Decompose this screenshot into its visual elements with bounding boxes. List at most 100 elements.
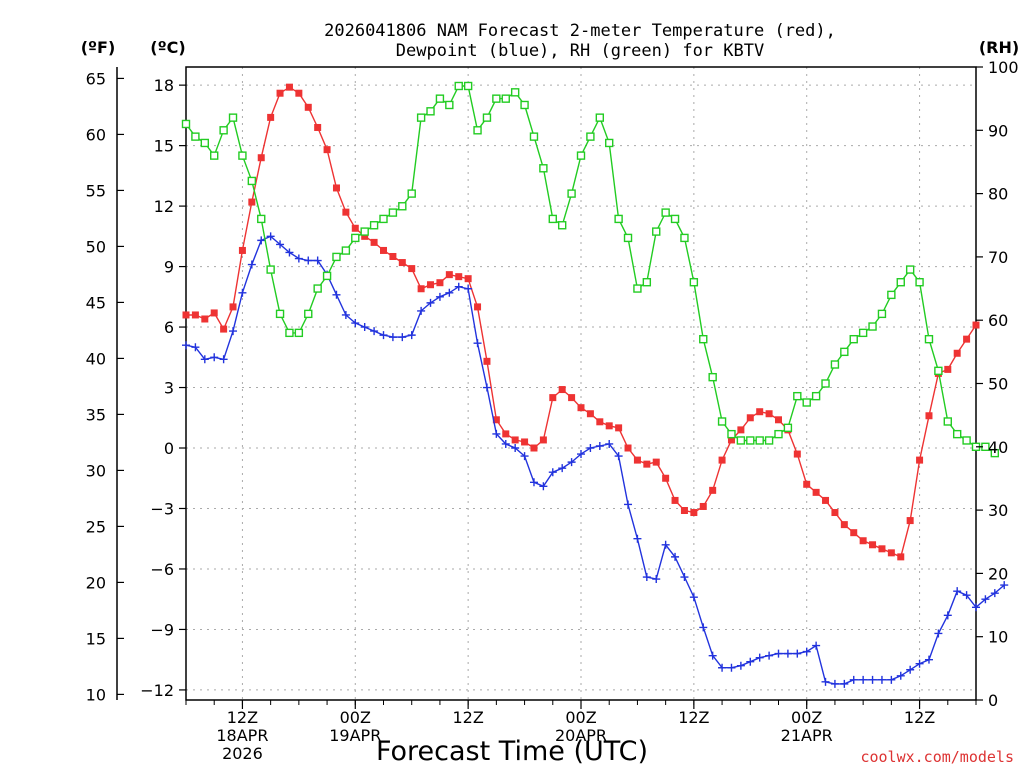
temperature-point [361,232,369,240]
dewpoint-point [379,331,388,340]
dewpoint-point [266,232,275,241]
rh-point [473,126,482,135]
temperature-point [596,418,604,426]
temperature-point [605,422,613,430]
dewpoint-point [633,534,642,543]
celsius-tick-label: −6 [150,560,174,579]
rh-point [821,379,830,388]
rh-point [200,138,210,148]
x-tick-label: 20APR [555,726,607,745]
temperature-point [351,224,359,232]
rh-tick-label: 70 [988,248,1008,267]
dewpoint-point [699,623,708,632]
x-tick-label: 12Z [227,708,258,727]
rh-point [764,436,774,445]
temperature-point [746,414,754,422]
dewpoint-point [642,573,651,582]
temperature-point [831,509,839,517]
dewpoint-point [586,444,595,453]
temperature-point [229,303,237,311]
credit-link[interactable]: coolwx.com/models [860,748,1014,766]
temperature-point [445,271,453,279]
dewpoint-point [210,353,219,362]
temperature-point [474,303,482,311]
dewpoint-point [924,655,933,664]
fahrenheit-tick-label: 15 [86,629,106,648]
temperature-point [822,496,830,504]
rh-tick-label: 20 [988,564,1008,583]
rh-point [454,81,463,91]
dewpoint-point [812,641,821,650]
dewpoint-point [558,464,567,473]
dewpoint-point [417,306,426,315]
dewpoint-point [868,675,877,684]
temperature-point [850,529,858,537]
x-tick-label: 12Z [678,708,709,727]
temperature-point [756,408,764,416]
temperature-point [586,410,594,418]
temperature-point [285,83,293,91]
rh-point [228,113,238,122]
rh-point [605,138,614,148]
rh-point [774,429,783,439]
tick-layer: 1815129630−3−6−9−12656055504540353025201… [86,58,1019,763]
temperature-point [492,416,500,424]
rh-point [633,284,642,293]
dewpoint-point [567,458,576,467]
rh-point [755,436,764,445]
temperature-point [897,553,905,561]
temperature-point [304,103,312,111]
rh-point [388,208,398,217]
dewpoint-point [482,383,491,392]
fahrenheit-tick-label: 20 [86,573,106,592]
celsius-tick-label: 18 [154,76,174,95]
dewpoint-point [783,649,792,658]
dewpoint-point [990,589,999,598]
dewpoint-point [388,333,397,342]
temperature-point [944,365,952,373]
temperature-point [577,404,585,412]
temperature-point [295,89,303,97]
rh-point [275,309,285,319]
fahrenheit-tick-label: 35 [86,405,106,424]
dewpoint-point [407,331,416,340]
rh-point [642,278,652,287]
rh-point [567,189,576,198]
rh-point [369,221,379,230]
temperature-point [521,438,529,446]
temperature-point [483,357,491,365]
rh-tick-label: 100 [988,58,1019,77]
dewpoint-point [972,603,980,612]
rh-tick-label: 60 [988,311,1008,330]
celsius-tick-label: 0 [164,439,174,458]
temperature-point [925,412,933,420]
rh-point [614,214,623,224]
dewpoint-point [689,593,698,602]
rh-point [341,246,351,255]
dewpoint-point [285,248,294,257]
celsius-tick-label: −3 [150,499,174,518]
dewpoint-point [1000,581,1009,590]
fahrenheit-tick-label: 65 [86,69,106,88]
temperature-point [840,521,848,529]
rh-point [943,417,952,426]
dewpoint-point [736,661,745,670]
fahrenheit-tick-label: 25 [86,517,106,536]
rh-point [304,309,313,319]
rh-point [802,398,811,407]
rh-point [793,391,802,401]
x-tick-label: 00Z [565,708,596,727]
rh-point [492,94,501,103]
rh-point [990,448,1000,458]
x-tick-label: 19APR [329,726,381,745]
dewpoint-point [191,343,200,352]
dewpoint-point [426,298,435,307]
temperature-point [633,456,641,464]
rh-point [539,164,548,173]
temperature-point [699,502,707,510]
rh-point [191,132,200,141]
chart-title-line2: Dewpoint (blue), RH (green) for KBTV [396,41,764,61]
dewpoint-point [906,665,915,674]
temperature-point [680,507,688,515]
chart-title-line1: 2026041806 NAM Forecast 2-meter Temperat… [324,21,836,41]
